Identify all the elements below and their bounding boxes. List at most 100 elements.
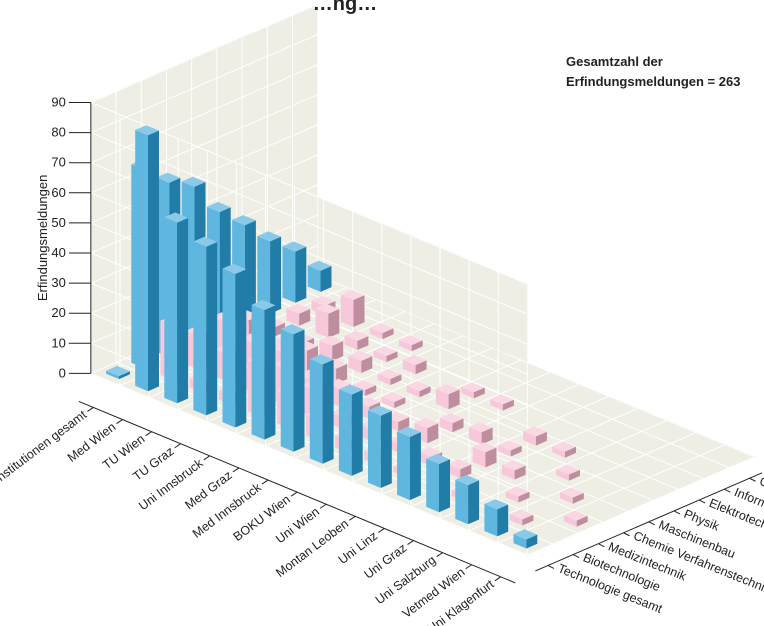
- bar-face-left: [280, 328, 294, 452]
- bar-institution-total: [513, 529, 538, 549]
- bar-face-left: [307, 265, 321, 292]
- bar-face-top: [206, 201, 231, 212]
- bar-face-top: [501, 460, 526, 471]
- bar-face-left: [461, 387, 474, 399]
- z-tick-label: 0: [59, 365, 66, 380]
- bar-face-top: [181, 176, 206, 187]
- bar-institution-total: [484, 499, 509, 537]
- bar-institution-total: [397, 426, 421, 501]
- z-tick-label: 70: [51, 155, 65, 170]
- bar-face-left: [513, 534, 527, 549]
- bar-cross: [435, 384, 460, 410]
- institution-tick: [145, 431, 152, 437]
- bar-face-right: [485, 447, 497, 468]
- institution-tick: [465, 564, 472, 570]
- bar-face-top: [397, 426, 421, 437]
- bar-face-right: [572, 492, 584, 504]
- z-tick-label: 40: [51, 245, 65, 260]
- institution-tick: [116, 419, 123, 424]
- bar-face-right: [514, 465, 526, 480]
- bar-face-left: [286, 308, 300, 326]
- gridline-floor: [241, 307, 679, 490]
- bar-face-right: [576, 515, 588, 527]
- bar-cross: [560, 487, 584, 504]
- bar-institution-total: [338, 384, 363, 476]
- bar-face-right: [565, 446, 576, 458]
- bar-face-top: [315, 303, 340, 314]
- bar-face-right: [322, 359, 334, 464]
- bar-face-right: [409, 432, 421, 501]
- bar-face-left: [381, 396, 395, 409]
- bar-face-top: [556, 464, 580, 475]
- bar-cross: [340, 289, 365, 327]
- bar-face-top: [472, 442, 497, 453]
- bar-face-left: [135, 130, 148, 392]
- bar-face-left: [435, 388, 449, 410]
- bar-face-top: [490, 394, 514, 405]
- bar-face-right: [386, 351, 398, 363]
- bar-face-right: [336, 364, 348, 384]
- bar-cross: [315, 303, 340, 338]
- institution-tick: [378, 528, 385, 533]
- bar-face-left: [426, 458, 439, 513]
- bar-face-left: [282, 246, 296, 303]
- technology-tick: [673, 510, 681, 515]
- z-tick-label: 90: [51, 95, 65, 110]
- bar-cross: [552, 441, 576, 458]
- bar-face-right: [365, 385, 377, 396]
- bar-institution-total: [193, 236, 218, 416]
- bar-face-left: [193, 241, 207, 416]
- gridline-floor: [498, 444, 726, 544]
- bar-face-right: [497, 504, 509, 537]
- bar-face-top: [309, 354, 334, 365]
- bar-face-right: [206, 242, 218, 416]
- bar-face-right: [177, 217, 189, 404]
- bar-face-top: [352, 379, 377, 390]
- bar-face-left: [344, 335, 358, 350]
- bar-cross: [381, 391, 406, 409]
- bar-face-right: [295, 246, 307, 303]
- z-tick-label: 50: [51, 215, 65, 230]
- bar-cross: [468, 422, 493, 445]
- bar-cross: [286, 303, 311, 326]
- bar-face-left: [251, 304, 265, 440]
- bar-cross: [509, 509, 534, 526]
- bar-cross: [369, 322, 394, 340]
- bar-cross: [556, 464, 580, 481]
- institution-tick: [407, 540, 414, 545]
- bar-face-right: [526, 534, 538, 549]
- z-tick-label: 80: [51, 125, 65, 140]
- bar-face-left: [222, 268, 236, 428]
- bar-face-left: [563, 515, 577, 527]
- bar-face-top: [455, 475, 480, 486]
- gridline-floor: [267, 296, 704, 480]
- bar-face-top: [193, 236, 218, 247]
- bar-face-right: [398, 417, 410, 432]
- technology-tick: [547, 565, 555, 569]
- technology-tick: [623, 532, 630, 537]
- bar-face-right: [382, 328, 394, 340]
- bar-face-top: [257, 231, 282, 242]
- bar-face-right: [293, 329, 305, 452]
- institution-tick: [203, 455, 211, 461]
- bar-face-top: [505, 486, 530, 497]
- bar-face-top: [560, 487, 584, 498]
- chart-title: …ng…: [313, 0, 377, 15]
- z-axis-label: Erfindungsmeldungen: [35, 175, 50, 301]
- bar-face-left: [484, 503, 498, 537]
- gridline-floor: [115, 362, 553, 545]
- bar-face-top: [319, 335, 344, 346]
- bar-face-top: [513, 529, 538, 540]
- bar-face-right: [235, 269, 247, 428]
- bar-face-left: [368, 410, 381, 488]
- bar-face-right: [357, 336, 369, 350]
- bar-cross: [461, 382, 485, 399]
- bar-face-top: [373, 345, 398, 356]
- z-tick-label: 60: [51, 185, 65, 200]
- bar-face-top: [377, 368, 402, 379]
- bar-face-right: [118, 371, 130, 380]
- bar-face-left: [552, 446, 565, 458]
- gridline-floor: [317, 274, 755, 458]
- bar-face-left: [447, 463, 461, 479]
- bar-face-left: [560, 492, 573, 504]
